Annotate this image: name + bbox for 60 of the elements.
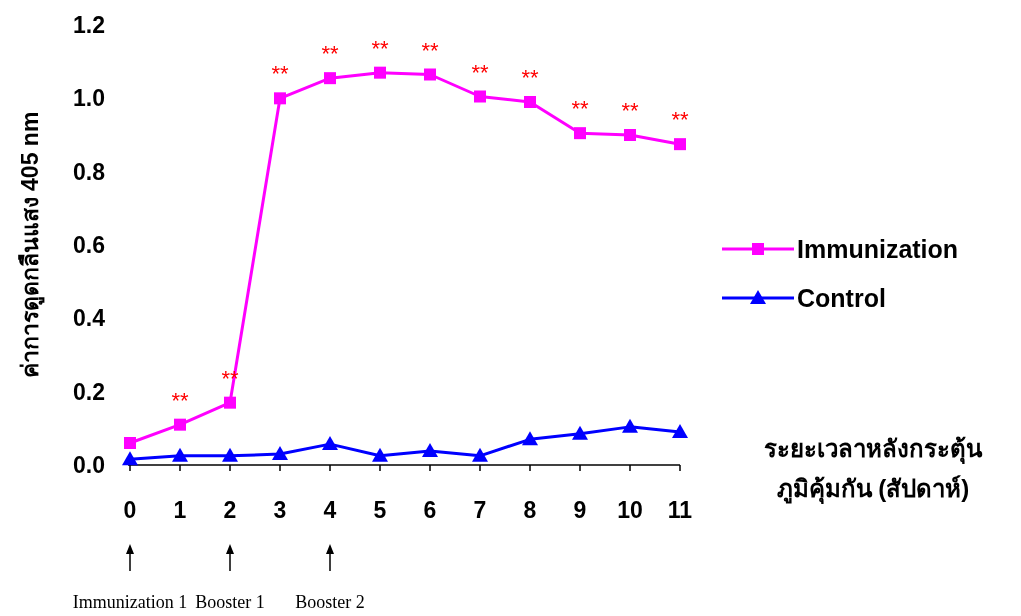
- annotation: **: [371, 35, 389, 61]
- point: [574, 127, 586, 140]
- point: [572, 425, 588, 440]
- y-tick-label: 0.0: [73, 452, 105, 478]
- y-tick-label: 0.8: [73, 158, 106, 185]
- y-tick-label: 0.4: [73, 305, 106, 332]
- point: [322, 436, 338, 451]
- point: [222, 447, 238, 462]
- annotation: **: [571, 96, 589, 122]
- annotation: **: [421, 37, 439, 63]
- point: [324, 72, 336, 85]
- x-tick-label: 2: [223, 497, 237, 523]
- y-axis-title: ค่าการดูดกลืนแสง 405 nm: [17, 111, 45, 379]
- y-tick-label: 1.2: [73, 12, 105, 38]
- x-tick-label: 6: [423, 497, 437, 523]
- annotation: **: [471, 59, 489, 85]
- x-tick-label: 1: [173, 497, 187, 523]
- x-tick-label: 0: [123, 497, 137, 523]
- x-tick-label: 7: [473, 497, 487, 523]
- legend-label: Control: [797, 284, 886, 312]
- annotation: **: [271, 61, 289, 87]
- point: [274, 92, 286, 105]
- x-axis-title: ระยะเวลาหลังกระตุ้น ภูมิคุ้มกัน (สัปดาห์): [764, 435, 983, 505]
- x-tick-label: 5: [373, 497, 387, 523]
- point: [124, 437, 136, 449]
- point: [372, 447, 388, 462]
- point: [172, 447, 188, 462]
- point: [272, 446, 288, 460]
- annotation: **: [521, 65, 539, 90]
- y-tick-label: 0.2: [73, 378, 105, 405]
- point: [374, 66, 386, 79]
- x-tick-label: 11: [667, 497, 693, 523]
- point: [174, 418, 186, 431]
- annotation: **: [671, 107, 689, 133]
- point: [122, 451, 138, 466]
- text: Immunization 1: [72, 592, 188, 612]
- point: [672, 424, 688, 438]
- annotation: **: [171, 387, 189, 413]
- annotation: **: [621, 98, 639, 123]
- text: Booster 2: [295, 592, 365, 612]
- point: [624, 129, 636, 141]
- point: [522, 431, 538, 446]
- x-tick-label: 8: [523, 497, 537, 523]
- x-tick-label: 3: [273, 497, 287, 523]
- y-tick-label: 0.6: [73, 232, 105, 258]
- point: [422, 443, 438, 458]
- x-tick-label: 4: [323, 497, 337, 523]
- point: [424, 68, 436, 81]
- point: [474, 90, 486, 103]
- legend-label: Immunization: [797, 235, 959, 263]
- x-tick-label: 10: [617, 497, 643, 523]
- point: [674, 138, 686, 151]
- x-tick-label: 9: [573, 497, 587, 523]
- y-tick-label: 1.0: [73, 85, 105, 112]
- point: [524, 96, 536, 108]
- text: Booster 1: [195, 592, 265, 612]
- point: [622, 418, 638, 433]
- annotation: **: [321, 41, 339, 67]
- point: [224, 396, 236, 409]
- point: [472, 447, 488, 462]
